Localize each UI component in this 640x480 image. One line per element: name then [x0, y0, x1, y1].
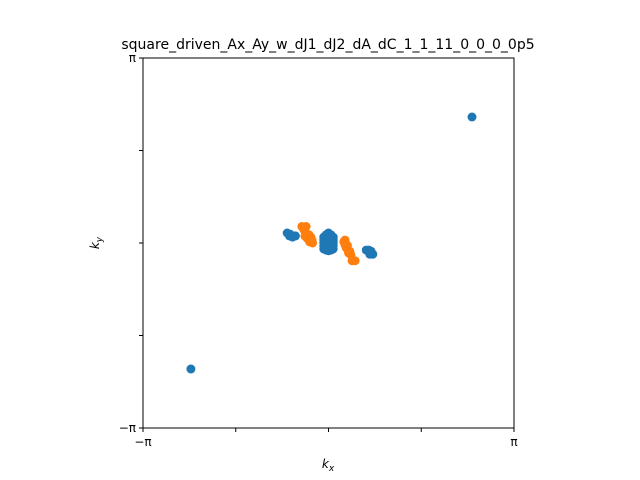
x-axis-ticks: −π π: [134, 428, 518, 449]
points-layer: [186, 112, 477, 374]
y-axis-label-sub: y: [95, 236, 105, 243]
x-tick-label: −π: [134, 435, 151, 449]
scatter-point: [326, 245, 336, 255]
x-tick-label: π: [510, 435, 517, 449]
scatter-point: [340, 235, 350, 245]
x-axis-label: kx: [322, 457, 335, 474]
y-tick-label: π: [129, 51, 136, 65]
scatter-point: [467, 112, 477, 122]
scatter-point: [350, 256, 360, 266]
scatter-point: [365, 249, 375, 259]
scatter-point: [302, 233, 312, 243]
x-axis-label-sub: x: [328, 464, 335, 474]
plot-area: [142, 57, 515, 429]
y-axis-ticks: −π π: [119, 51, 143, 435]
scatter-point: [285, 229, 295, 239]
y-axis-label-base: k: [88, 241, 102, 249]
x-axis-label-base: k: [322, 457, 330, 471]
y-tick-label: −π: [119, 421, 136, 435]
y-axis-label: ky: [88, 236, 105, 249]
chart-title: square_driven_Ax_Ay_w_dJ1_dJ2_dA_dC_1_1_…: [121, 37, 534, 53]
scatter-point: [186, 364, 196, 374]
scatter-point: [326, 230, 336, 240]
